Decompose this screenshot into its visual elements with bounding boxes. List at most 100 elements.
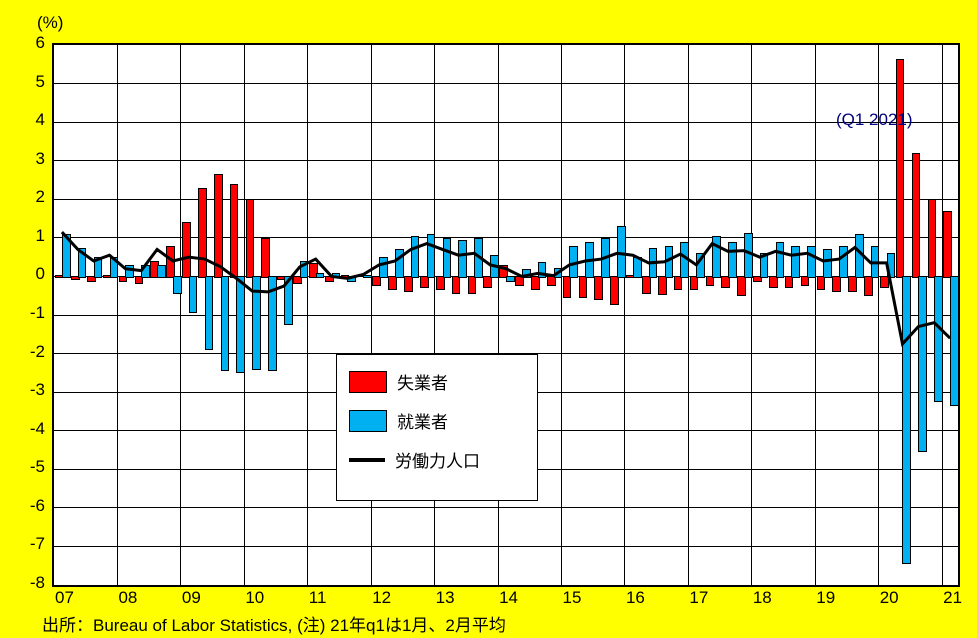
employed-bar xyxy=(268,276,277,371)
y-tick-label: 4 xyxy=(36,110,45,130)
legend-line-icon xyxy=(349,458,385,462)
x-tick-label: 19 xyxy=(816,588,835,608)
y-axis-unit-label: (%) xyxy=(37,13,63,33)
employed-bar xyxy=(712,236,721,279)
chart-outer: (%) (Q1 2021) 失業者就業者労働力人口 出所：Bureau of L… xyxy=(0,0,977,638)
y-tick-label: -6 xyxy=(30,496,45,516)
legend-label: 就業者 xyxy=(397,408,448,433)
employed-bar xyxy=(62,234,71,278)
employed-bar xyxy=(902,276,911,563)
y-tick-label: 0 xyxy=(36,264,45,284)
y-tick-label: 1 xyxy=(36,226,45,246)
employed-bar xyxy=(236,276,245,373)
unemployed-bar xyxy=(404,276,413,292)
x-tick-label: 20 xyxy=(880,588,899,608)
unemployed-bar xyxy=(261,238,270,279)
legend-swatch-icon xyxy=(349,410,387,432)
x-tick-label: 14 xyxy=(499,588,518,608)
unemployed-bar xyxy=(832,276,841,292)
employed-bar xyxy=(363,275,372,279)
unemployed-bar xyxy=(642,276,651,293)
x-tick-label: 16 xyxy=(626,588,645,608)
employed-bar xyxy=(506,276,515,282)
unemployed-bar xyxy=(198,188,207,279)
y-tick-label: -3 xyxy=(30,380,45,400)
employed-bar xyxy=(760,253,769,278)
employed-bar xyxy=(347,276,356,282)
x-tick-label: 07 xyxy=(55,588,74,608)
unemployed-bar xyxy=(468,276,477,293)
x-tick-label: 13 xyxy=(436,588,455,608)
employed-bar xyxy=(680,242,689,278)
gridline-h xyxy=(54,83,958,84)
employed-bar xyxy=(744,233,753,278)
x-tick-label: 11 xyxy=(309,588,327,608)
gridline-h xyxy=(54,315,958,316)
gridline-h xyxy=(54,160,958,161)
employed-bar xyxy=(839,246,848,279)
unemployed-bar xyxy=(943,211,952,279)
employed-bar xyxy=(332,273,341,279)
unemployed-bar xyxy=(436,276,445,290)
employed-bar xyxy=(316,273,325,279)
gridline-h xyxy=(54,546,958,547)
y-tick-label: 5 xyxy=(36,72,45,92)
unemployed-bar xyxy=(563,276,572,297)
x-tick-label: 17 xyxy=(689,588,708,608)
employed-bar xyxy=(665,246,674,279)
x-tick-label: 10 xyxy=(245,588,264,608)
employed-bar xyxy=(617,226,626,278)
unemployed-bar xyxy=(658,276,667,294)
employed-bar xyxy=(205,276,214,349)
gridline-h xyxy=(54,122,958,123)
unemployed-bar xyxy=(912,153,921,278)
employed-bar xyxy=(950,276,959,405)
gridline-v xyxy=(117,45,118,585)
unemployed-bar xyxy=(579,276,588,297)
employed-bar xyxy=(221,276,230,371)
legend-item-employed: 就業者 xyxy=(349,408,525,433)
unemployed-bar xyxy=(388,276,397,290)
employed-bar xyxy=(411,236,420,279)
gridline-v xyxy=(751,45,752,585)
gridline-v xyxy=(498,45,499,585)
source-footnote: 出所：Bureau of Labor Statistics, (注) 21年q1… xyxy=(42,611,506,636)
employed-bar xyxy=(284,276,293,324)
y-tick-label: -4 xyxy=(30,419,45,439)
employed-bar xyxy=(601,238,610,279)
y-tick-label: -1 xyxy=(30,303,45,323)
gridline-h xyxy=(54,199,958,200)
employed-bar xyxy=(554,268,563,278)
employed-bar xyxy=(110,257,119,278)
unemployed-bar xyxy=(864,276,873,295)
legend-box: 失業者就業者労働力人口 xyxy=(336,354,538,501)
employed-bar xyxy=(490,255,499,278)
employed-bar xyxy=(696,253,705,278)
gridline-v xyxy=(688,45,689,585)
employed-bar xyxy=(569,246,578,279)
gridline-v xyxy=(180,45,181,585)
unemployed-bar xyxy=(182,222,191,278)
employed-bar xyxy=(776,242,785,279)
y-tick-label: 3 xyxy=(36,149,45,169)
employed-bar xyxy=(458,240,467,279)
gridline-v xyxy=(624,45,625,585)
y-tick-label: 6 xyxy=(36,33,45,53)
gridline-v xyxy=(561,45,562,585)
employed-bar xyxy=(252,276,261,370)
legend-item-unemployed: 失業者 xyxy=(349,369,525,394)
gridline-v xyxy=(371,45,372,585)
employed-bar xyxy=(807,246,816,279)
unemployed-bar xyxy=(166,246,175,279)
y-tick-label: -8 xyxy=(30,573,45,593)
employed-bar xyxy=(934,276,943,401)
employed-bar xyxy=(141,265,150,279)
gridline-v xyxy=(434,45,435,585)
employed-bar xyxy=(157,265,166,279)
x-tick-label: 18 xyxy=(753,588,772,608)
unemployed-bar xyxy=(610,276,619,305)
employed-bar xyxy=(649,248,658,279)
employed-bar xyxy=(189,276,198,313)
y-tick-label: 2 xyxy=(36,187,45,207)
legend-label: 労働力人口 xyxy=(395,447,480,472)
